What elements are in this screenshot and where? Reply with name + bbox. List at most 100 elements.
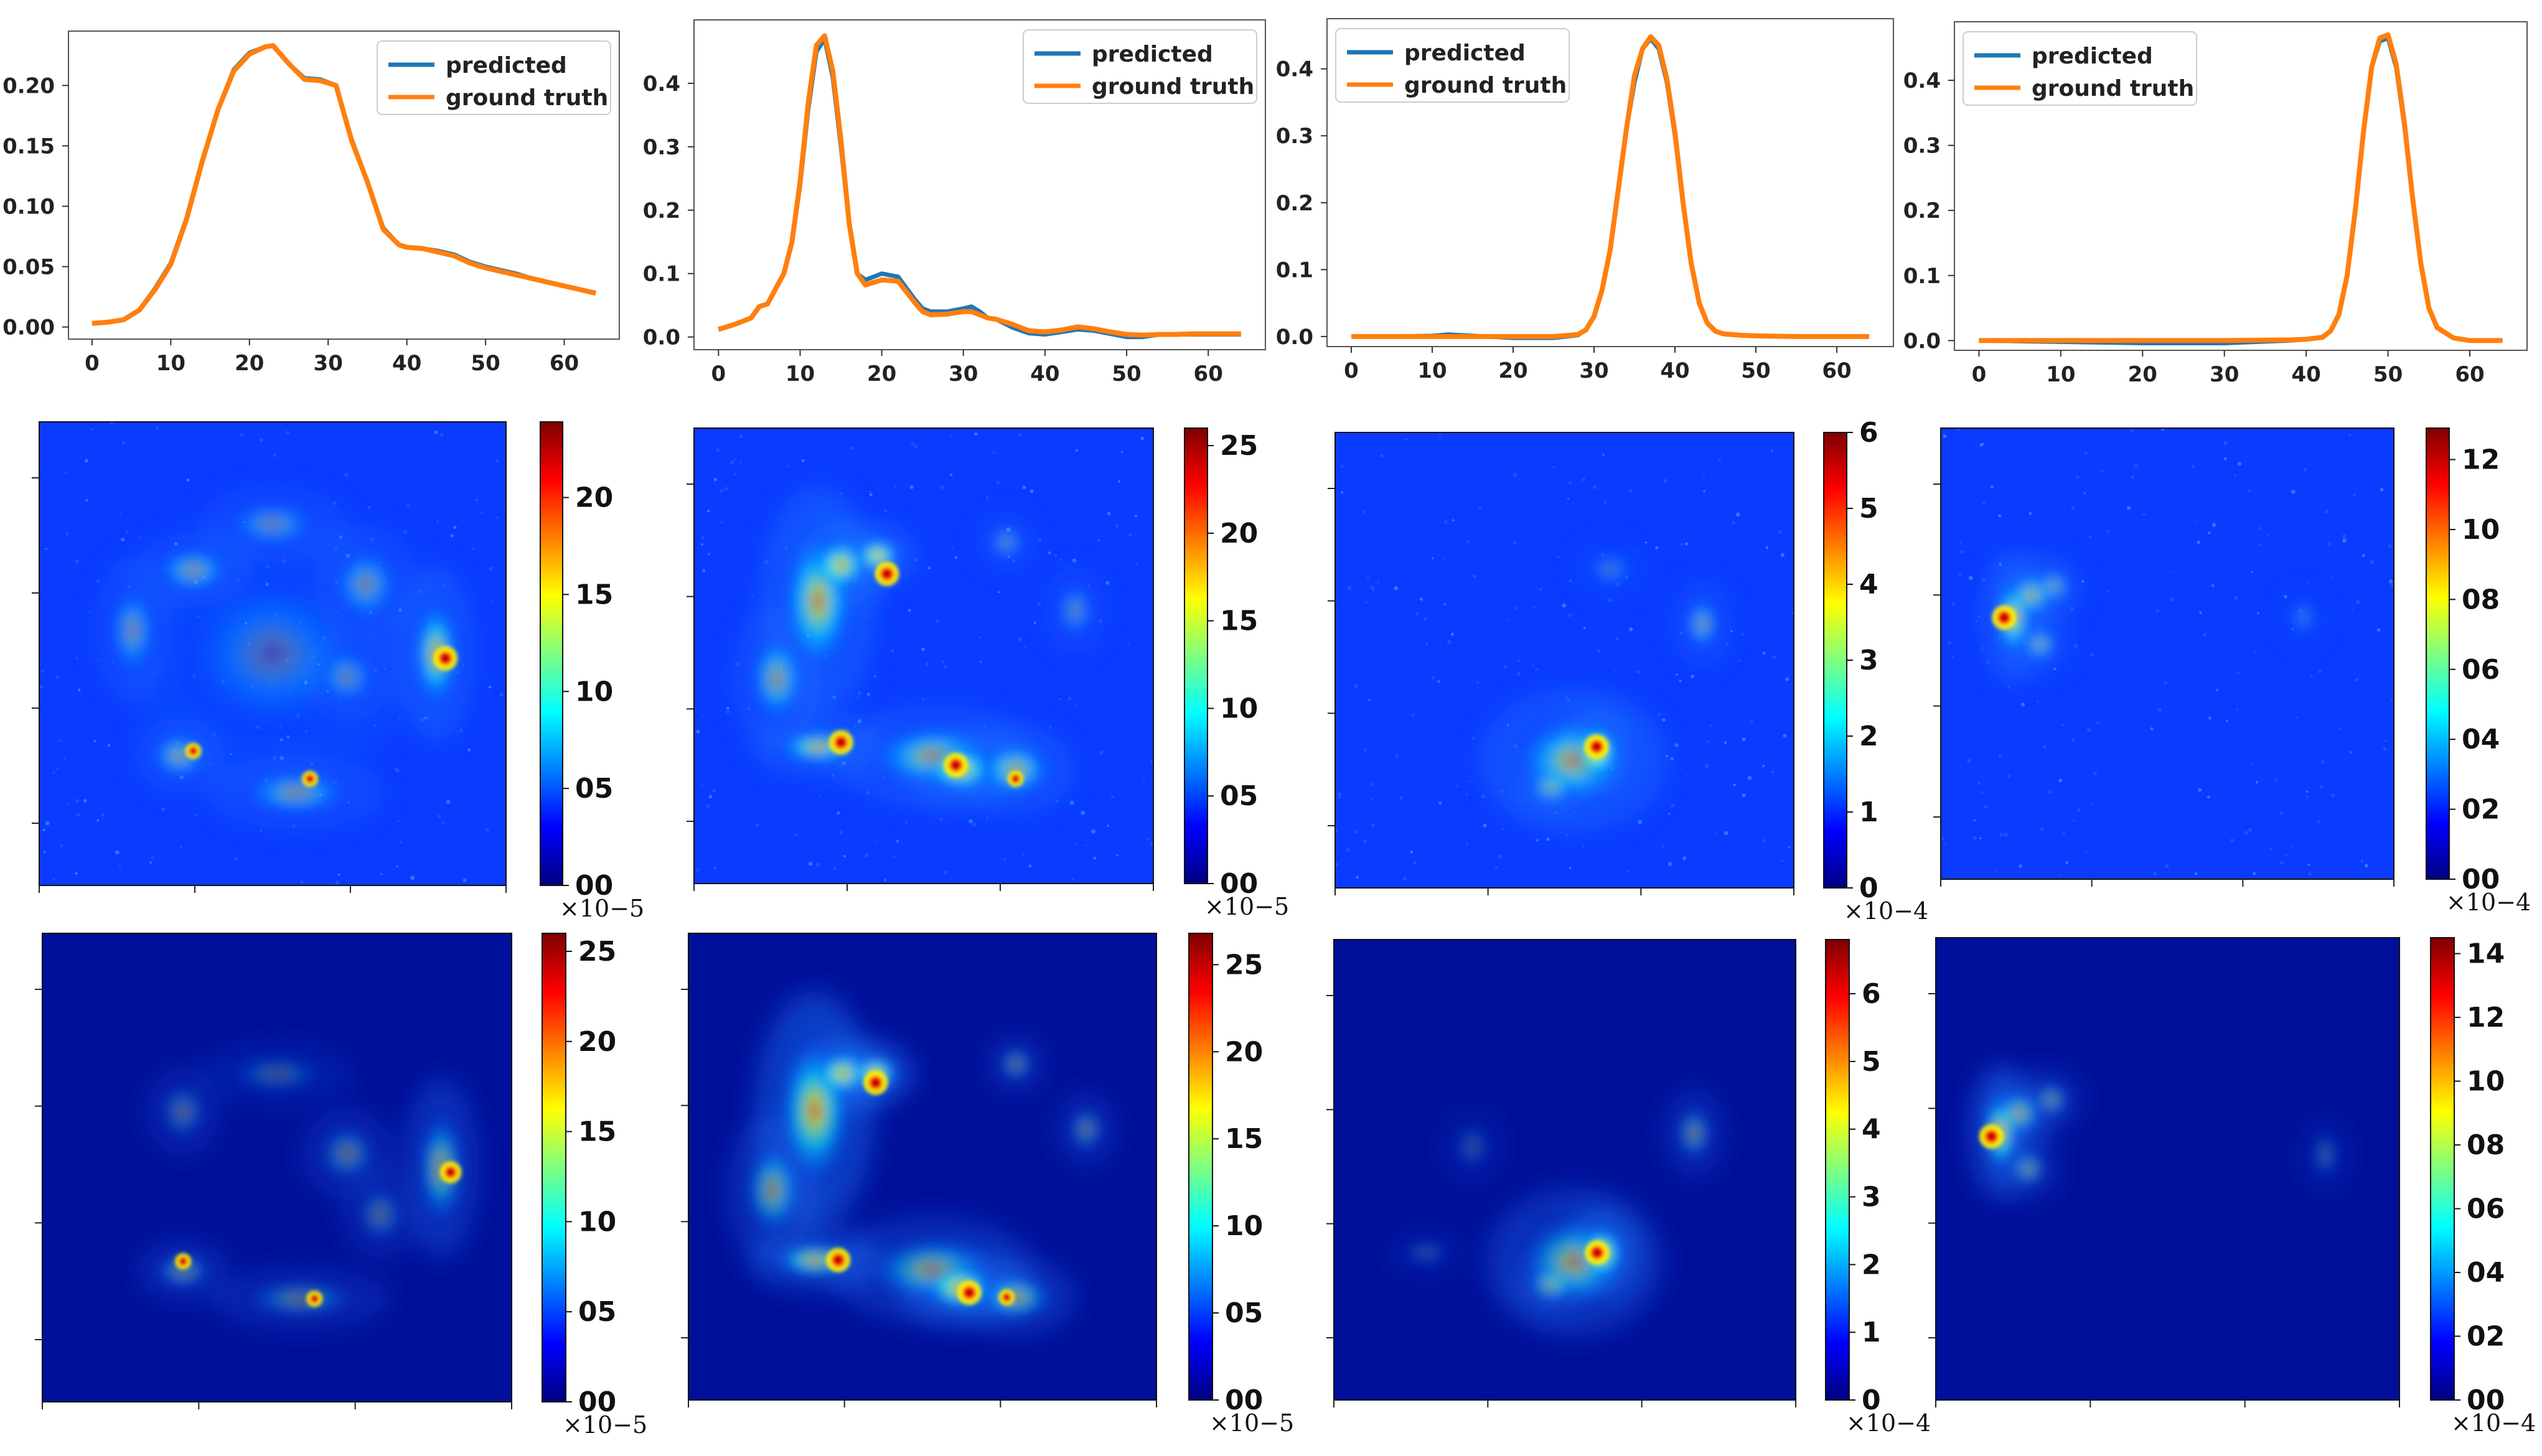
noise-speck	[2390, 584, 2394, 588]
noise-speck	[1444, 520, 1448, 524]
noise-speck	[1365, 601, 1368, 604]
emission-blob	[154, 1252, 212, 1290]
hotspots	[1992, 605, 2017, 630]
colorbar	[1825, 939, 1850, 1401]
noise-speck	[1022, 852, 1025, 856]
noise-speck	[2256, 612, 2259, 615]
noise-speck	[1128, 533, 1132, 537]
emission-blob	[997, 1045, 1035, 1083]
y-tick-label: 0.2	[1276, 191, 1313, 216]
noise-speck	[2230, 838, 2235, 842]
noise-speck	[2106, 590, 2109, 592]
noise-speck	[2324, 509, 2329, 514]
line-chart-1: 0 10 20 30 40 50 60 0.00 0.05 0.10 0.15 0.20 predict…	[2, 30, 620, 376]
noise-speck	[1761, 839, 1766, 842]
noise-speck	[1395, 754, 1399, 757]
noise-speck	[446, 800, 451, 804]
noise-speck	[986, 816, 989, 819]
noise-speck	[1069, 800, 1074, 805]
noise-speck	[944, 665, 947, 669]
noise-speck	[1568, 614, 1572, 617]
noise-speck	[1437, 680, 1440, 683]
noise-speck	[1413, 861, 1417, 865]
noise-speck	[2359, 615, 2361, 618]
noise-speck	[472, 547, 475, 551]
noise-speck	[1370, 586, 1374, 590]
noise-speck	[1655, 546, 1659, 549]
noise-speck	[138, 536, 142, 539]
noise-speck	[896, 839, 899, 843]
noise-speck	[1981, 791, 1984, 795]
colorbar	[1188, 933, 1213, 1401]
noise-speck	[1347, 586, 1352, 590]
colorbar-tick-label: 3	[1859, 645, 1878, 676]
noise-speck	[110, 422, 114, 425]
colorbar-multiplier: ×10−4	[2446, 889, 2531, 916]
colorbar-tick-label: 12	[2467, 1002, 2505, 1034]
noise-speck	[1127, 643, 1130, 646]
colorbar-multiplier: ×10−5	[1209, 1409, 1294, 1437]
noise-speck	[85, 498, 88, 502]
noise-speck	[335, 880, 340, 885]
noise-speck	[2236, 708, 2239, 711]
noise-speck	[876, 841, 878, 843]
noise-speck	[1562, 603, 1567, 608]
hotspot-peak	[835, 1257, 842, 1263]
noise-speck	[475, 498, 479, 502]
noise-speck	[59, 739, 62, 742]
noise-speck	[2130, 429, 2134, 433]
noise-speck	[2258, 543, 2261, 547]
noise-speck	[1431, 557, 1434, 559]
noise-speck	[1368, 699, 1371, 701]
noise-speck	[2211, 523, 2216, 527]
y-tick-label: 0.15	[2, 134, 55, 159]
noise-speck	[2201, 599, 2203, 601]
noise-speck	[1059, 698, 1062, 701]
noise-speck	[1465, 793, 1468, 796]
hotspot-peak	[1593, 744, 1600, 750]
x-tick-label: 30	[949, 362, 978, 386]
noise-speck	[1335, 829, 1338, 833]
colorbar-tick-label: 05	[1220, 780, 1258, 812]
noise-speck	[1941, 837, 1944, 841]
x-tick-label: 40	[392, 351, 421, 376]
hotspot-peak	[181, 1259, 185, 1264]
x-tick-label: 30	[2210, 362, 2239, 387]
colorbar-tick-label: 00	[2467, 1384, 2505, 1416]
noise-speck	[2090, 802, 2093, 805]
colorbar-tick-label: 6	[1859, 417, 1878, 449]
noise-speck	[2296, 716, 2298, 719]
colorbar-tick-label: 20	[578, 1026, 616, 1058]
noise-speck	[2305, 795, 2309, 798]
noise-speck	[1497, 854, 1502, 859]
colorbar-multiplier: ×10−5	[560, 895, 644, 922]
colorbar	[2430, 937, 2455, 1401]
hotspot-peak	[1988, 1133, 1994, 1139]
x-tick-label: 60	[1822, 358, 1851, 383]
line-chart-3: 0 10 20 30 40 50 60 0.0 0.1 0.2 0.3 0.4 predicted gro…	[1276, 18, 1894, 383]
x-tick-label: 10	[2046, 362, 2075, 387]
noise-speck	[1110, 795, 1114, 799]
noise-speck	[107, 744, 111, 747]
legend: predicted ground truth	[1335, 28, 1570, 103]
noise-speck	[119, 513, 121, 515]
noise-speck	[1568, 481, 1572, 485]
noise-speck	[950, 435, 952, 438]
y-tick-label: 0.3	[1903, 134, 1941, 159]
noise-speck	[2084, 451, 2088, 455]
noise-speck	[442, 821, 445, 824]
noise-speck	[2083, 492, 2086, 495]
line-chart-4: 0 10 20 30 40 50 60 0.0 0.1 0.2 0.3 0.4 predicted gro…	[1903, 21, 2528, 387]
noise-speck	[1513, 541, 1517, 545]
noise-speck	[2086, 727, 2091, 732]
noise-speck	[893, 485, 896, 488]
noise-speck	[1569, 867, 1572, 869]
noise-speck	[44, 851, 46, 853]
noise-speck	[2284, 595, 2287, 599]
colorbar-tick-label: 4	[1859, 569, 1878, 600]
noise-speck	[706, 804, 710, 808]
noise-speck	[819, 794, 822, 796]
x-tick-label: 50	[2373, 362, 2403, 387]
noise-speck	[286, 431, 289, 435]
